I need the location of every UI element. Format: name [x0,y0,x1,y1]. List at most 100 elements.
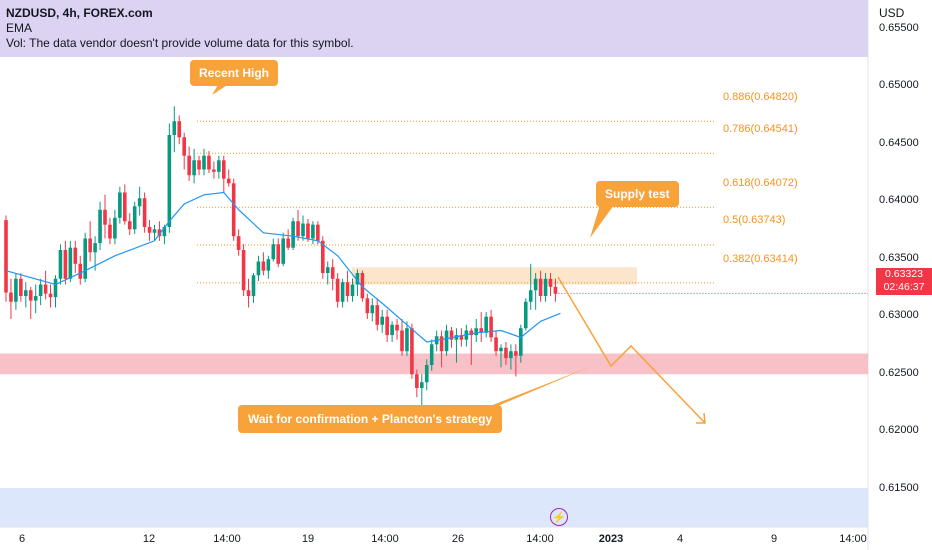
candle-body[interactable] [202,155,206,170]
demand-zone[interactable] [0,353,868,375]
candle-body[interactable] [375,305,380,325]
candle-body[interactable] [142,198,147,227]
candle-body[interactable] [162,227,167,237]
candle-body[interactable] [306,223,310,239]
candle-body[interactable] [241,250,246,291]
candle-body[interactable] [83,238,87,279]
candle-body[interactable] [514,351,518,356]
candle-body[interactable] [222,160,226,179]
candle-body[interactable] [484,316,488,333]
candle-body[interactable] [33,296,38,301]
candle-body[interactable] [48,293,53,298]
candle-body[interactable] [93,243,97,253]
candle-body[interactable] [73,247,78,264]
candle-body[interactable] [261,261,266,271]
candle-body[interactable] [509,351,513,359]
candle-body[interactable] [301,223,305,237]
candle-body[interactable] [9,292,13,302]
candle-body[interactable] [286,238,290,248]
candle-body[interactable] [533,278,538,291]
candle-body[interactable] [4,220,8,293]
candle-body[interactable] [14,278,18,302]
candle-body[interactable] [499,347,503,352]
candle-body[interactable] [410,328,414,375]
candle-body[interactable] [553,286,558,294]
candle-body[interactable] [400,330,404,352]
candle-body[interactable] [236,236,241,250]
candle-body[interactable] [182,137,186,156]
candle-body[interactable] [548,278,553,287]
candle-body[interactable] [340,282,345,302]
candle-body[interactable] [504,347,508,359]
candle-body[interactable] [63,250,68,279]
lightning-icon[interactable]: ⚡ [550,508,568,526]
candle-body[interactable] [132,206,137,230]
candle-body[interactable] [256,261,261,276]
candle-body[interactable] [271,244,276,260]
candle-body[interactable] [479,328,483,333]
candle-body[interactable] [43,284,48,294]
candle-body[interactable] [390,324,394,336]
candle-body[interactable] [123,192,127,222]
candle-body[interactable] [177,121,182,138]
candle-body[interactable] [103,209,107,225]
candle-body[interactable] [519,328,523,356]
candle-body[interactable] [296,221,300,237]
candle-body[interactable] [528,290,533,302]
ema-line[interactable] [5,191,561,343]
candle-body[interactable] [137,198,142,207]
candle-body[interactable] [439,336,444,352]
candle-body[interactable] [538,278,543,296]
candle-body[interactable] [187,155,191,176]
symbol-title[interactable]: NZDUSD, 4h, FOREX.com [6,6,153,20]
candle-body[interactable] [226,178,231,184]
candle-body[interactable] [118,192,122,218]
candle-body[interactable] [172,121,177,135]
projection-arrow[interactable] [557,276,706,424]
candle-body[interactable] [350,284,355,297]
candle-body[interactable] [370,305,375,314]
candle-body[interactable] [543,278,548,296]
candle-body[interactable] [108,224,112,239]
candle-body[interactable] [53,278,58,298]
candle-body[interactable] [212,169,216,172]
candle-body[interactable] [147,227,152,233]
candle-body[interactable] [276,244,281,264]
candle-body[interactable] [58,250,63,279]
candle-body[interactable] [19,278,23,296]
candle-body[interactable] [28,290,33,301]
candle-body[interactable] [494,337,498,352]
candle-body[interactable] [231,183,236,237]
candle-body[interactable] [454,335,459,340]
candle-body[interactable] [459,335,464,340]
candle-body[interactable] [157,229,162,237]
candle-body[interactable] [167,135,172,227]
candle-body[interactable] [385,316,389,336]
candle-body[interactable] [246,290,251,296]
candle-body[interactable] [24,290,28,296]
candle-body[interactable] [88,238,92,253]
candle-body[interactable] [365,298,370,314]
candle-body[interactable] [523,301,528,329]
candle-body[interactable] [474,328,479,336]
candle-body[interactable] [207,155,211,170]
candle-body[interactable] [38,284,43,297]
supply-zone[interactable] [352,267,637,285]
candle-body[interactable] [113,217,117,239]
candle-body[interactable] [78,263,83,279]
candle-body[interactable] [316,224,320,241]
candle-body[interactable] [420,382,424,388]
candle-body[interactable] [291,221,295,248]
candle-body[interactable] [335,278,340,302]
candle-body[interactable] [415,374,419,388]
candle-body[interactable] [395,324,399,331]
candle-body[interactable] [311,224,315,239]
candle-body[interactable] [152,229,157,233]
candle-body[interactable] [127,221,132,230]
candle-body[interactable] [429,344,434,365]
candle-body[interactable] [325,267,330,273]
candle-body[interactable] [68,247,73,279]
candle-body[interactable] [469,330,474,336]
candle-body[interactable] [217,160,221,172]
